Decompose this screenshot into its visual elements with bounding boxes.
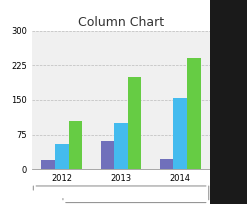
Title: Column Chart: Column Chart [78, 17, 164, 29]
Bar [41, 160, 55, 169]
Bar [69, 121, 82, 169]
Bar [187, 58, 201, 169]
Bar [114, 123, 128, 169]
Bar [101, 141, 114, 169]
Bar [160, 159, 173, 169]
Bar [173, 98, 187, 169]
Bar [55, 144, 69, 169]
Bar [128, 77, 142, 169]
